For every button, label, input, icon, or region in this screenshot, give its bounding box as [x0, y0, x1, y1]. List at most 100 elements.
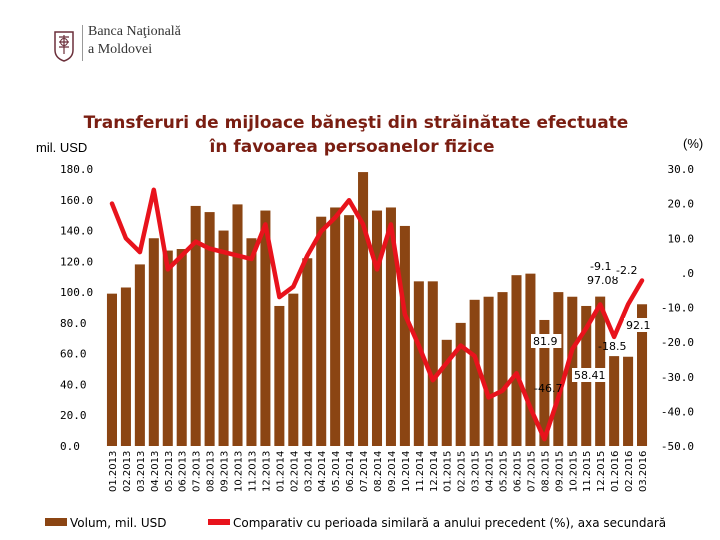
left-tick-label: 20.0	[60, 409, 87, 422]
data-label: 92.1	[626, 319, 651, 332]
volume-bar	[371, 210, 383, 446]
volume-bar	[427, 281, 438, 446]
left-tick-label: 160.0	[60, 194, 93, 207]
x-tick-label: 01.2015	[443, 451, 454, 492]
volume-bar	[274, 305, 285, 446]
legend-swatch-volume	[45, 518, 67, 526]
data-label: 81.9	[533, 335, 558, 348]
left-tick-label: 140.0	[60, 225, 93, 238]
left-tick-label: 60.0	[60, 348, 87, 361]
left-tick-label: 100.0	[60, 286, 93, 299]
x-tick-label: 10.2013	[234, 451, 245, 492]
x-tick-label: 05.2014	[331, 451, 342, 492]
volume-bar	[455, 322, 466, 446]
x-tick-label: 12.2013	[261, 451, 272, 492]
volume-bar	[260, 210, 271, 446]
chart-title-line2: în favoarea persoanelor fizice	[209, 137, 495, 157]
x-tick-label: 01.2013	[108, 451, 119, 492]
legend-label-volume: Volum, mil. USD	[70, 516, 167, 530]
volume-bar	[385, 207, 396, 446]
data-label-bg	[585, 273, 622, 287]
x-tick-label: 05.2013	[164, 451, 175, 492]
x-tick-label: 07.2015	[526, 451, 537, 492]
volume-bar	[483, 296, 494, 446]
left-tick-label: 80.0	[60, 317, 87, 330]
volume-bar	[134, 264, 145, 446]
right-tick-label: -20.0	[661, 336, 694, 349]
x-tick-label: 10.2014	[401, 451, 412, 492]
left-tick-label: 180.0	[60, 163, 93, 176]
x-tick-label: 04.2013	[150, 451, 161, 492]
volume-bar	[190, 205, 201, 446]
left-tick-label: 0.0	[60, 440, 80, 453]
x-tick-label: 06.2013	[178, 451, 189, 492]
x-tick-label: 12.2014	[429, 451, 440, 492]
volume-bar	[330, 207, 341, 446]
legend-swatch-yoy	[208, 519, 230, 525]
volume-bar	[497, 292, 508, 446]
right-tick-label: .0	[681, 267, 694, 280]
x-tick-label: 03.2015	[471, 451, 482, 492]
x-tick-label: 01.2016	[610, 451, 621, 492]
yoy-series-line	[109, 187, 645, 442]
x-tick-label: 03.2014	[303, 451, 314, 492]
x-tick-label: 08.2014	[373, 451, 384, 492]
x-tick-label: 06.2014	[345, 451, 356, 492]
data-label: 97.08	[587, 274, 619, 287]
right-tick-label: -40.0	[661, 405, 694, 418]
x-tick-label: 02.2015	[457, 451, 468, 492]
volume-bar	[302, 258, 313, 446]
volume-bar	[399, 225, 410, 446]
right-tick-label: 30.0	[668, 163, 695, 176]
volume-bar	[413, 281, 424, 446]
x-tick-label: 06.2015	[512, 451, 523, 492]
bank-name-line2: a Moldovei	[88, 42, 153, 57]
right-axis-unit: (%)	[683, 136, 703, 151]
data-label: -9.1	[590, 260, 611, 273]
x-tick-label: 03.2016	[638, 451, 649, 492]
data-label-bg	[614, 263, 645, 277]
bank-name: Banca Naţională a Moldovei	[88, 23, 181, 59]
legend-label-yoy: Comparativ cu perioada similară a anului…	[233, 516, 666, 530]
right-axis: 30.0 20.0 10.0 .0 -10.0 -20.0 -30.0 -40.0 -50.0	[661, 163, 694, 453]
volume-bar	[288, 293, 299, 446]
x-tick-label: 01.2014	[275, 451, 286, 492]
data-label-bg	[572, 368, 609, 382]
x-tick-label: 09.2015	[554, 451, 565, 492]
header-divider	[82, 25, 83, 61]
data-label-bg	[531, 334, 562, 348]
bnm-logo-icon	[52, 30, 76, 62]
x-tick-label: 09.2013	[220, 451, 231, 492]
left-axis-unit: mil. USD	[36, 140, 87, 155]
volume-bar	[162, 250, 173, 446]
x-tick-label: 02.2016	[624, 451, 635, 492]
volume-bar	[218, 230, 229, 446]
x-tick-label: 04.2015	[485, 451, 496, 492]
volume-bar	[120, 287, 131, 446]
yoy-line	[109, 187, 645, 442]
left-axis: 180.0 160.0 140.0 120.0 100.0 80.0 60.0 40.0 20.…	[60, 163, 93, 453]
x-tick-label: 08.2013	[206, 451, 217, 492]
bank-name-line1: Banca Naţională	[88, 24, 181, 39]
data-label: -18.5	[598, 340, 626, 353]
volume-bar	[148, 238, 159, 446]
x-tick-label: 02.2014	[289, 451, 300, 492]
x-tick-label: 11.2013	[247, 451, 258, 492]
volume-bar	[623, 356, 634, 446]
data-labels: -9.197.08-2.2 92.1 81.9 -18.5 58.41 -46.7	[531, 260, 655, 395]
x-axis: 01.2013 02.2013 03.2013 04.2013 05.2013 06.20…	[108, 451, 649, 492]
volume-bar	[106, 293, 117, 446]
x-tick-label: 07.2013	[192, 451, 203, 492]
volume-bar	[553, 292, 564, 446]
volume-bar	[609, 356, 620, 446]
x-tick-label: 10.2015	[568, 451, 579, 492]
x-tick-label: 09.2014	[387, 451, 398, 492]
data-label: 58.41	[574, 369, 606, 382]
right-tick-label: -30.0	[661, 371, 694, 384]
volume-bars	[106, 172, 648, 447]
left-tick-label: 40.0	[60, 378, 87, 391]
volume-bar	[637, 304, 648, 446]
legend: Volum, mil. USD Comparativ cu perioada s…	[45, 516, 666, 530]
data-label: -2.2	[616, 264, 637, 277]
